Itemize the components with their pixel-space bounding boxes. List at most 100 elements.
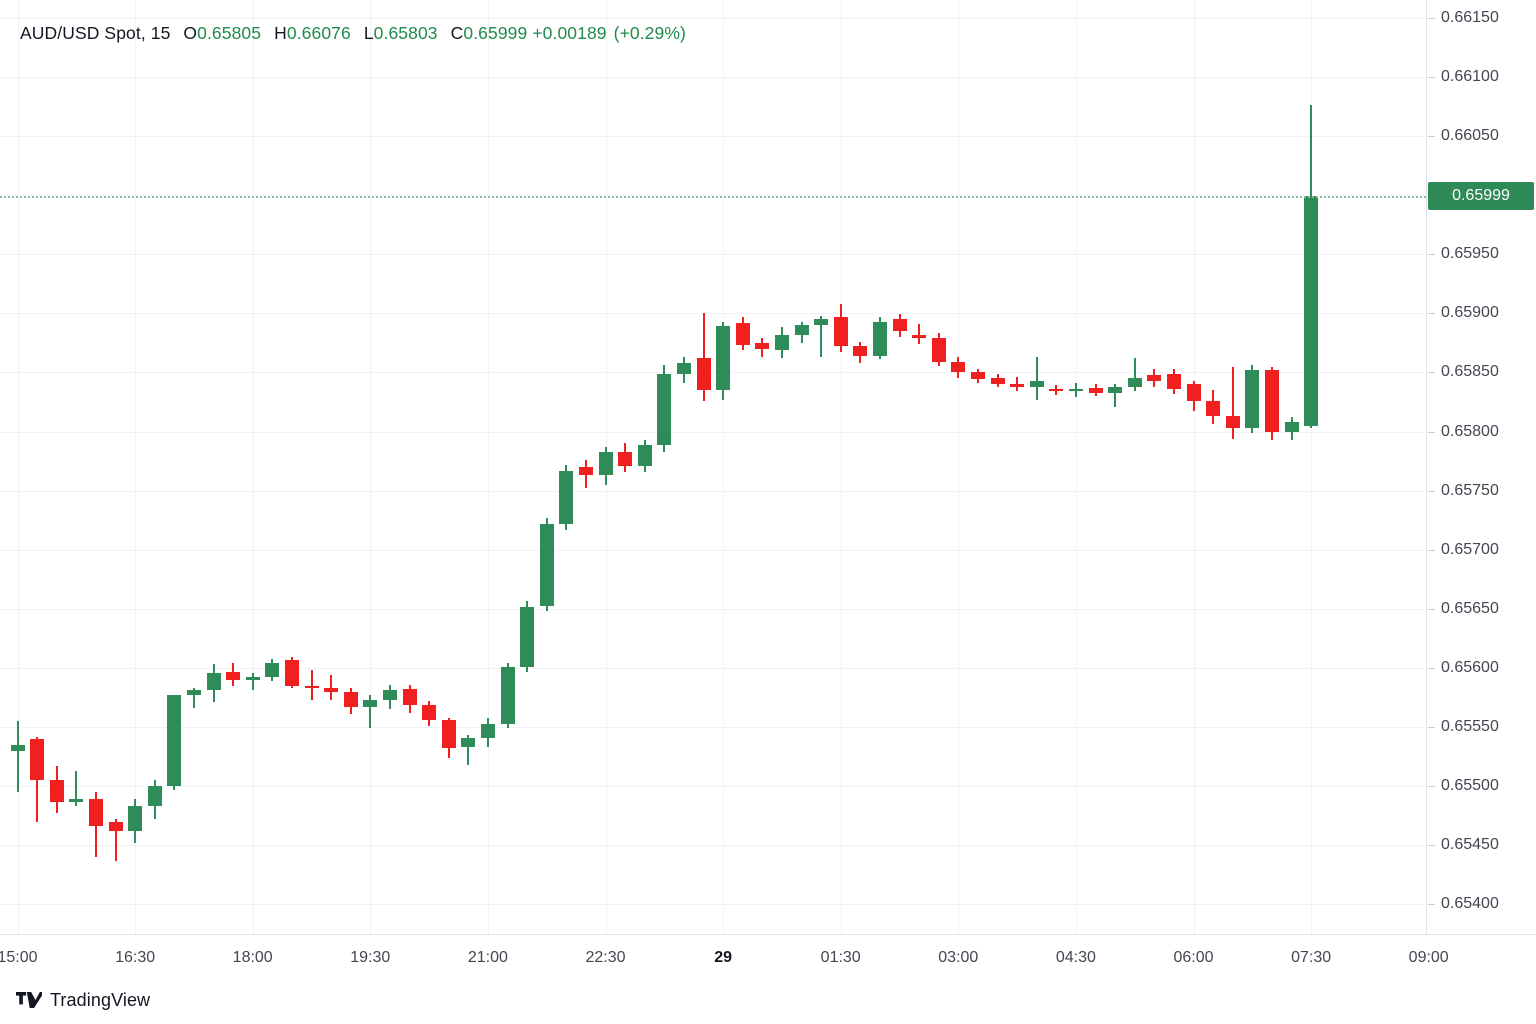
candle-body bbox=[833, 316, 848, 347]
open-key: O bbox=[183, 22, 198, 43]
candle-body bbox=[872, 321, 887, 356]
candle-body bbox=[49, 780, 64, 802]
time-tick-label: 29 bbox=[714, 949, 732, 966]
candle-body bbox=[10, 744, 25, 751]
price-gridline bbox=[0, 254, 1426, 256]
time-gridline bbox=[252, 0, 254, 934]
price-tick-dash bbox=[1428, 727, 1435, 729]
candle-body bbox=[735, 322, 750, 346]
price-gridline bbox=[0, 372, 1426, 374]
current-price-badge[interactable]: 0.65999 bbox=[1428, 182, 1534, 211]
time-tick-label: 15:00 bbox=[0, 949, 38, 966]
candle-body bbox=[324, 688, 339, 692]
candle-body bbox=[480, 723, 495, 738]
candle-body bbox=[814, 319, 829, 326]
price-tick-dash bbox=[1428, 17, 1435, 19]
chart-legend[interactable]: AUD/USD Spot, 15 O 0.65805 H 0.66076 L 0.65… bbox=[20, 20, 686, 46]
price-tick-label: 0.65850 bbox=[1428, 363, 1499, 381]
low-key: L bbox=[363, 22, 374, 43]
price-gridline bbox=[0, 549, 1426, 551]
candle-body bbox=[970, 372, 985, 380]
price-gridline bbox=[0, 135, 1426, 137]
candle-body bbox=[1088, 387, 1103, 393]
price-gridline bbox=[0, 904, 1426, 906]
close-value: 0.65999 bbox=[463, 22, 528, 43]
candle-body bbox=[69, 799, 84, 802]
candle-wick bbox=[1133, 358, 1136, 392]
candle-body bbox=[343, 691, 358, 707]
tradingview-branding: TradingView bbox=[16, 988, 150, 1012]
chart-plot-area[interactable] bbox=[0, 0, 1426, 934]
chart-gridlines bbox=[0, 0, 1426, 934]
candle-body bbox=[226, 671, 241, 680]
time-gridline bbox=[370, 0, 372, 934]
candle-body bbox=[1127, 378, 1142, 387]
candle-body bbox=[1166, 373, 1181, 389]
time-tick-label: 07:30 bbox=[1291, 949, 1332, 966]
candle-body bbox=[30, 738, 45, 781]
price-tick-dash bbox=[1428, 608, 1435, 610]
candle-body bbox=[520, 606, 535, 667]
candle-body bbox=[304, 685, 319, 689]
time-tick-label: 22:30 bbox=[585, 949, 626, 966]
time-tick-label: 21:00 bbox=[467, 949, 508, 966]
price-gridline bbox=[0, 313, 1426, 315]
candlestick-series[interactable] bbox=[0, 0, 1426, 934]
price-tick-label: 0.65750 bbox=[1428, 482, 1499, 500]
price-tick-label: 0.65600 bbox=[1428, 659, 1499, 677]
candle-body bbox=[88, 799, 103, 827]
price-tick-label: 0.65400 bbox=[1428, 895, 1499, 913]
candle-wick bbox=[16, 721, 19, 793]
time-gridline bbox=[17, 0, 19, 934]
candle-body bbox=[1010, 384, 1025, 387]
price-gridline bbox=[0, 76, 1426, 78]
candle-body bbox=[618, 451, 633, 466]
candle-body bbox=[774, 334, 789, 350]
close-value-group: C 0.65999 bbox=[451, 23, 528, 44]
price-tick-dash bbox=[1428, 254, 1435, 256]
time-tick-label: 09:00 bbox=[1408, 949, 1449, 966]
time-tick-label: 06:00 bbox=[1173, 949, 1214, 966]
candle-body bbox=[108, 821, 123, 832]
price-gridline bbox=[0, 667, 1426, 669]
time-tick-label: 04:30 bbox=[1055, 949, 1096, 966]
price-tick-dash bbox=[1428, 490, 1435, 492]
candle-body bbox=[1108, 386, 1123, 393]
time-gridline bbox=[135, 0, 137, 934]
candle-body bbox=[794, 325, 809, 335]
price-tick-dash bbox=[1428, 904, 1435, 906]
open-value: 0.65805 bbox=[197, 22, 262, 43]
price-tick-dash bbox=[1428, 372, 1435, 374]
candle-wick bbox=[1016, 377, 1019, 392]
price-tick-dash bbox=[1428, 667, 1435, 669]
candle-body bbox=[206, 672, 221, 691]
candle-body bbox=[461, 737, 476, 748]
candle-body bbox=[1068, 388, 1083, 392]
price-axis[interactable]: 0.66150 0.66100 0.66050 0.65950 0.65900 0.658… bbox=[1426, 0, 1536, 934]
candle-body bbox=[676, 362, 691, 374]
tradingview-wordmark: TradingView bbox=[50, 989, 151, 1010]
symbol-label[interactable]: AUD/USD Spot, 15 bbox=[20, 22, 171, 43]
candle-wick bbox=[251, 672, 254, 691]
price-gridline bbox=[0, 845, 1426, 847]
candle-wick bbox=[330, 675, 333, 700]
candle-wick bbox=[114, 819, 117, 861]
price-tick-label: 0.65900 bbox=[1428, 304, 1499, 322]
low-value: 0.65803 bbox=[373, 22, 438, 43]
price-tick-dash bbox=[1428, 431, 1435, 433]
candle-body bbox=[951, 361, 966, 373]
candle-body bbox=[441, 720, 456, 749]
price-gridline bbox=[0, 431, 1426, 433]
candle-body bbox=[1225, 416, 1240, 428]
price-tick-label: 0.65800 bbox=[1428, 423, 1499, 441]
candle-body bbox=[539, 523, 554, 607]
candle-body bbox=[755, 342, 770, 349]
candle-wick bbox=[1114, 384, 1117, 407]
price-tick-dash bbox=[1428, 313, 1435, 315]
candle-wick bbox=[192, 688, 195, 709]
time-axis[interactable]: 15:00 16:30 18:00 19:30 21:00 22:30 29 01:30 03:… bbox=[0, 934, 1536, 980]
time-tick-label: 01:30 bbox=[820, 949, 861, 966]
time-tick-label: 16:30 bbox=[115, 949, 156, 966]
candle-wick bbox=[1231, 366, 1234, 439]
time-gridline bbox=[1193, 0, 1195, 934]
